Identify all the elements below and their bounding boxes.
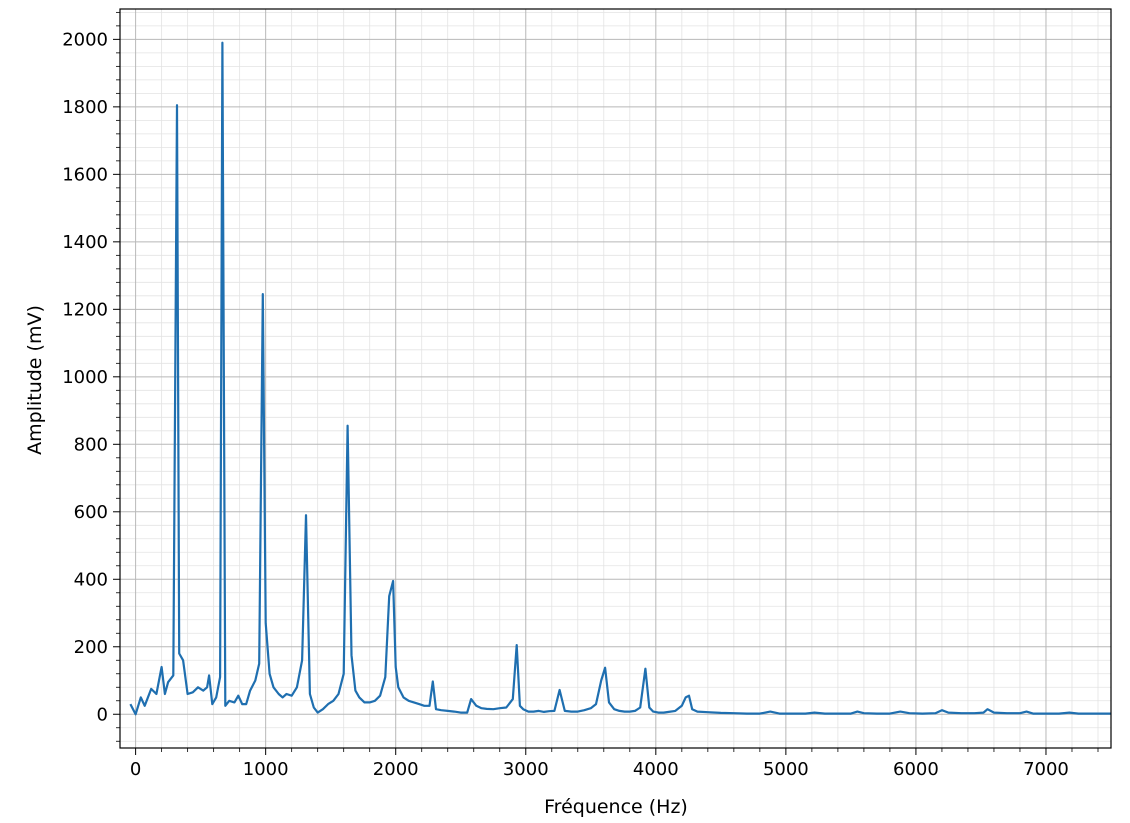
y-tick-label: 1800 [62, 97, 108, 118]
y-tick-label: 600 [74, 502, 108, 523]
x-tick-label: 2000 [373, 759, 419, 780]
y-tick-label: 1000 [62, 367, 108, 388]
x-tick-label: 3000 [503, 759, 549, 780]
x-axis-ticks: 0 1000 2000 3000 4000 5000 6000 7000 [130, 748, 1099, 780]
x-tick-label: 0 [130, 759, 141, 780]
y-axis-label: Amplitude (mV) [24, 305, 46, 455]
x-axis-label: Fréquence (Hz) [544, 796, 688, 818]
x-tick-label: 5000 [763, 759, 809, 780]
series-line [129, 41, 1111, 716]
y-tick-label: 1200 [62, 299, 108, 320]
x-tick-label: 1000 [243, 759, 289, 780]
x-tick-label: 7000 [1023, 759, 1069, 780]
major-grid [120, 9, 1111, 748]
y-tick-label: 200 [74, 637, 108, 658]
y-tick-label: 1600 [62, 164, 108, 185]
x-tick-label: 4000 [633, 759, 679, 780]
y-tick-label: 400 [74, 569, 108, 590]
y-tick-label: 800 [74, 434, 108, 455]
y-axis-ticks: 0 200 400 600 800 1000 1200 1400 1600 1800 2000 [62, 11, 120, 742]
x-tick-label: 6000 [893, 759, 939, 780]
plot-frame [119, 8, 1112, 749]
minor-grid [120, 9, 1111, 748]
y-tick-label: 0 [97, 704, 108, 725]
y-tick-label: 1400 [62, 232, 108, 253]
y-tick-label: 2000 [62, 29, 108, 50]
